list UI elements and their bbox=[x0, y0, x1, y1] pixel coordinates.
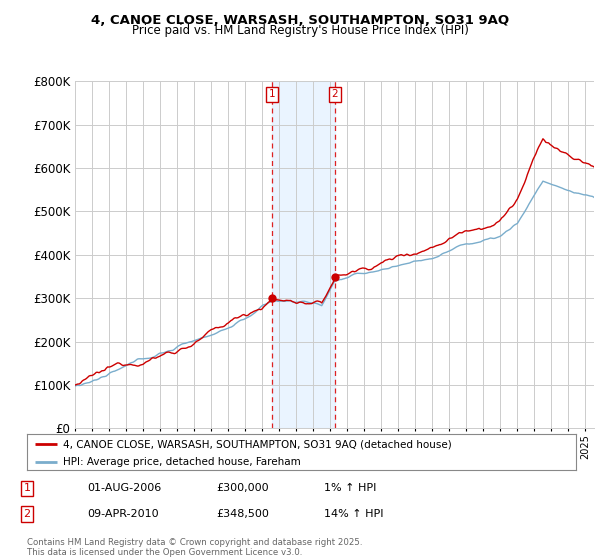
Text: £348,500: £348,500 bbox=[216, 509, 269, 519]
Text: 1: 1 bbox=[269, 89, 275, 99]
Text: 2: 2 bbox=[23, 509, 31, 519]
Text: 4, CANOE CLOSE, WARSASH, SOUTHAMPTON, SO31 9AQ: 4, CANOE CLOSE, WARSASH, SOUTHAMPTON, SO… bbox=[91, 14, 509, 27]
Text: 14% ↑ HPI: 14% ↑ HPI bbox=[324, 509, 383, 519]
Text: 4, CANOE CLOSE, WARSASH, SOUTHAMPTON, SO31 9AQ (detached house): 4, CANOE CLOSE, WARSASH, SOUTHAMPTON, SO… bbox=[62, 439, 451, 449]
Text: 1% ↑ HPI: 1% ↑ HPI bbox=[324, 483, 376, 493]
Text: Contains HM Land Registry data © Crown copyright and database right 2025.
This d: Contains HM Land Registry data © Crown c… bbox=[27, 538, 362, 557]
Text: 01-AUG-2006: 01-AUG-2006 bbox=[87, 483, 161, 493]
Text: £300,000: £300,000 bbox=[216, 483, 269, 493]
Text: HPI: Average price, detached house, Fareham: HPI: Average price, detached house, Fare… bbox=[62, 458, 301, 468]
Text: Price paid vs. HM Land Registry's House Price Index (HPI): Price paid vs. HM Land Registry's House … bbox=[131, 24, 469, 37]
Bar bbox=[272, 81, 335, 428]
Text: 09-APR-2010: 09-APR-2010 bbox=[87, 509, 158, 519]
Text: 2: 2 bbox=[332, 89, 338, 99]
Text: 1: 1 bbox=[23, 483, 31, 493]
